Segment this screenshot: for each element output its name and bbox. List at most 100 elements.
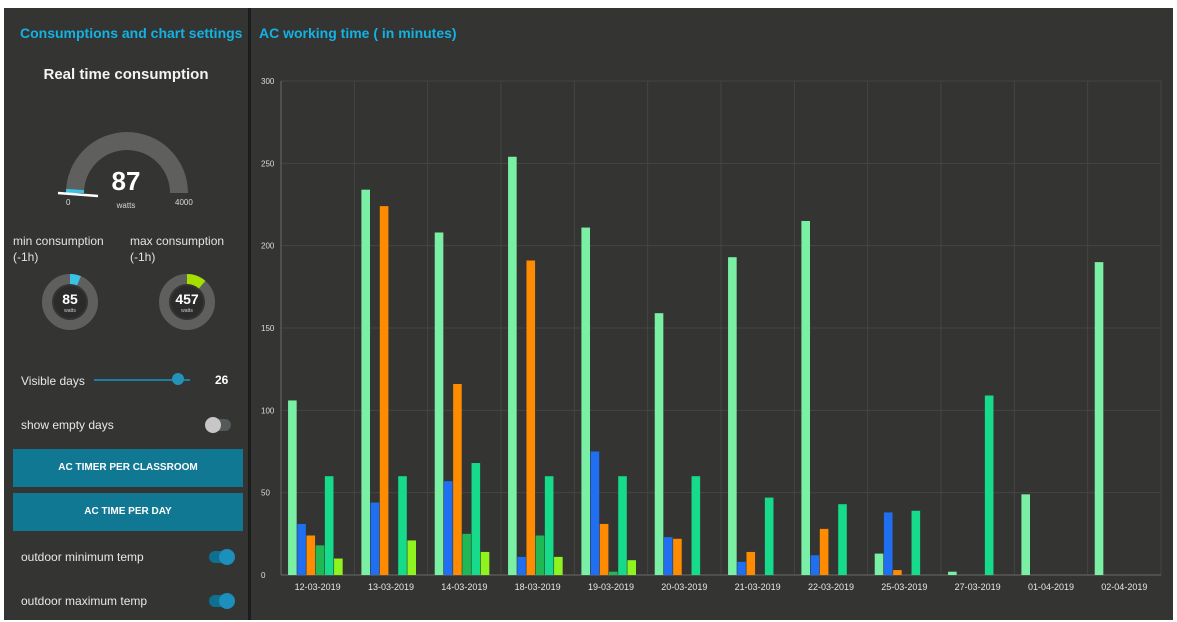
show-empty-days-label: show empty days <box>21 418 114 432</box>
min-consumption-donut <box>42 274 98 330</box>
bar <box>618 476 627 575</box>
x-tick-label: 18-03-2019 <box>515 582 561 592</box>
y-tick-label: 200 <box>261 242 275 251</box>
bar <box>398 476 407 575</box>
bar <box>599 523 609 575</box>
bar <box>764 497 774 575</box>
visible-days-label: Visible days <box>21 374 85 388</box>
outdoor-min-temp-toggle[interactable] <box>209 549 235 565</box>
max-consumption-donut <box>159 274 215 330</box>
y-tick-label: 0 <box>261 571 266 580</box>
bar <box>663 537 673 575</box>
min-consumption-unit: watts <box>64 308 76 314</box>
bar <box>746 551 756 575</box>
y-tick-label: 250 <box>261 159 275 168</box>
x-tick-label: 14-03-2019 <box>441 582 487 592</box>
bar <box>535 535 545 575</box>
visible-days-slider-track[interactable] <box>94 379 190 381</box>
bar <box>893 570 902 575</box>
max-consumption-label: max consumption (-1h) <box>130 234 225 264</box>
outdoor-max-temp-label: outdoor maximum temp <box>21 594 148 608</box>
x-tick-label: 02-04-2019 <box>1101 582 1147 592</box>
bar <box>443 481 453 575</box>
x-tick-label: 22-03-2019 <box>808 582 854 592</box>
gauge-min-label: 0 <box>66 198 71 207</box>
y-tick-label: 100 <box>261 406 275 415</box>
bar <box>517 556 526 575</box>
y-tick-label: 150 <box>261 324 275 333</box>
y-tick-label: 50 <box>261 489 270 498</box>
bar <box>554 556 563 575</box>
bar <box>590 451 600 575</box>
bar <box>315 545 325 575</box>
y-tick-label: 300 <box>261 77 275 86</box>
bar <box>654 313 664 575</box>
x-tick-label: 27-03-2019 <box>955 582 1001 592</box>
gauge-title: Real time consumption <box>43 66 209 83</box>
bar <box>581 227 590 575</box>
max-consumption-unit: watts <box>181 308 193 314</box>
bar <box>911 510 921 575</box>
bar <box>874 553 884 575</box>
bar <box>737 561 746 575</box>
bar <box>627 560 636 575</box>
settings-panel-title: Consumptions and chart settings <box>20 25 243 41</box>
bar <box>526 260 536 575</box>
bar <box>801 220 810 575</box>
bar <box>306 535 316 575</box>
bar <box>1094 262 1104 575</box>
bar <box>480 551 490 575</box>
bar <box>819 528 829 575</box>
bar <box>673 538 682 575</box>
bar <box>883 512 893 575</box>
ac-time-per-day-button[interactable]: AC TIME PER DAY <box>13 493 243 531</box>
gauge-value: 87 <box>111 166 141 196</box>
x-tick-label: 19-03-2019 <box>588 582 634 592</box>
bar <box>379 206 389 575</box>
settings-panel: Consumptions and chart settings Real tim… <box>4 8 248 620</box>
x-tick-label: 13-03-2019 <box>368 582 414 592</box>
max-consumption-value: 457 <box>175 291 199 307</box>
bar <box>984 395 994 575</box>
bar <box>462 533 471 575</box>
visible-days-slider-handle[interactable] <box>172 373 184 385</box>
bar <box>288 400 297 575</box>
x-tick-label: 21-03-2019 <box>735 582 781 592</box>
bar <box>810 555 820 575</box>
bar <box>1021 494 1030 575</box>
bar <box>508 156 517 575</box>
min-consumption-value: 85 <box>62 291 78 307</box>
min-consumption-label: min consumption (-1h) <box>13 234 104 264</box>
bar <box>471 463 481 575</box>
chart-panel: AC working time ( in minutes) 0 50 100 150 2… <box>251 8 1173 620</box>
ac-timer-per-classroom-button[interactable]: AC TIMER PER CLASSROOM <box>13 449 243 487</box>
bar <box>370 502 380 575</box>
gauge-max-label: 4000 <box>175 198 193 207</box>
x-tick-label: 25-03-2019 <box>881 582 927 592</box>
bar <box>544 476 554 575</box>
bar <box>838 504 847 575</box>
ac-working-time-chart: 0 50 100 150 200 250 300 12-03-2019 13-03-2019 14… <box>261 77 1162 592</box>
gauge-unit: watts <box>116 201 136 210</box>
bar <box>334 558 343 575</box>
outdoor-min-temp-label: outdoor minimum temp <box>21 550 144 564</box>
show-empty-days-toggle[interactable] <box>205 417 231 433</box>
bar <box>324 476 334 575</box>
bar <box>691 476 701 575</box>
bar <box>297 523 306 575</box>
bar <box>453 383 462 575</box>
bar <box>434 232 444 575</box>
x-tick-label: 20-03-2019 <box>661 582 707 592</box>
visible-days-value: 26 <box>215 373 229 387</box>
bar <box>609 571 618 575</box>
app-frame: Consumptions and chart settings Real tim… <box>4 8 1173 620</box>
chart-title: AC working time ( in minutes) <box>259 25 457 41</box>
bar <box>948 571 957 575</box>
bar <box>361 189 370 575</box>
bar <box>407 540 416 575</box>
x-tick-label: 12-03-2019 <box>295 582 341 592</box>
x-tick-label: 01-04-2019 <box>1028 582 1074 592</box>
realtime-gauge <box>57 132 188 198</box>
bar <box>728 257 737 575</box>
outdoor-max-temp-toggle[interactable] <box>209 593 235 609</box>
